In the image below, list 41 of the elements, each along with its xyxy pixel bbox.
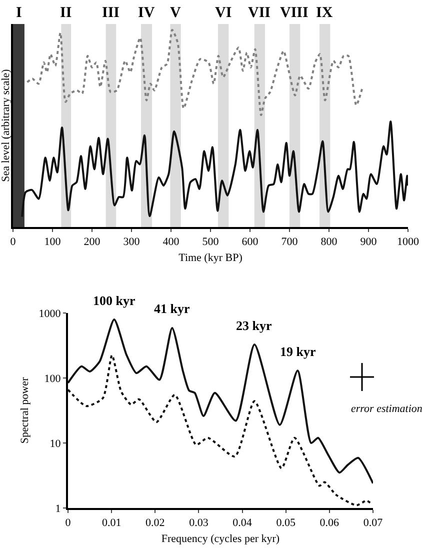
annotation: 41 kyr bbox=[154, 301, 190, 316]
y-tick-label: 10 bbox=[50, 438, 62, 450]
x-tick-label: 1000 bbox=[397, 236, 420, 248]
x-tick-label: 900 bbox=[360, 236, 378, 248]
x-tick-label: 0.04 bbox=[232, 517, 252, 530]
band-label: II bbox=[60, 5, 72, 21]
x-tick-label: 500 bbox=[202, 236, 220, 248]
y-tick-label: 1000 bbox=[38, 308, 62, 320]
x-tick-label: 0.06 bbox=[320, 517, 340, 530]
band-label: IV bbox=[138, 5, 155, 21]
x-tick-label: 0 bbox=[10, 236, 16, 248]
band-label: VI bbox=[215, 5, 232, 21]
x-tick-label: 400 bbox=[162, 236, 180, 248]
annotation: 100 kyr bbox=[93, 293, 136, 308]
x-tick-label: 0.02 bbox=[146, 517, 165, 530]
x-tick-label: 600 bbox=[242, 236, 259, 248]
line-series bbox=[68, 318, 373, 484]
x-axis-title: Frequency (cycles per kyr) bbox=[161, 532, 280, 545]
x-tick-label: 300 bbox=[123, 236, 140, 248]
band-label: I bbox=[16, 5, 22, 21]
x-tick-label: 0 bbox=[65, 517, 72, 530]
annotation: 23 kyr bbox=[236, 318, 272, 333]
band-label: IX bbox=[316, 5, 333, 21]
y-tick-label: 100 bbox=[44, 372, 62, 385]
band-label: VII bbox=[248, 5, 271, 21]
band-label: III bbox=[102, 5, 120, 21]
y-axis-title: Sea level (arbitrary scale) bbox=[0, 68, 12, 182]
x-tick-label: 0.07 bbox=[363, 517, 384, 530]
y-tick-label: 1 bbox=[55, 502, 61, 515]
x-tick-label: 0.03 bbox=[189, 517, 209, 530]
x-tick-label: 700 bbox=[281, 236, 298, 248]
x-tick-label: 200 bbox=[84, 236, 101, 248]
x-tick-label: 0.05 bbox=[276, 517, 296, 530]
annotation: error estimation bbox=[351, 403, 423, 415]
x-tick-label: 800 bbox=[320, 236, 338, 248]
x-axis-title: Time (kyr BP) bbox=[178, 252, 243, 264]
band-label: V bbox=[170, 5, 181, 21]
annotation: 19 kyr bbox=[280, 344, 316, 359]
x-tick-label: 0.01 bbox=[102, 517, 122, 530]
band-label: VIII bbox=[280, 5, 309, 21]
y-axis-title: Spectral power bbox=[18, 377, 31, 444]
